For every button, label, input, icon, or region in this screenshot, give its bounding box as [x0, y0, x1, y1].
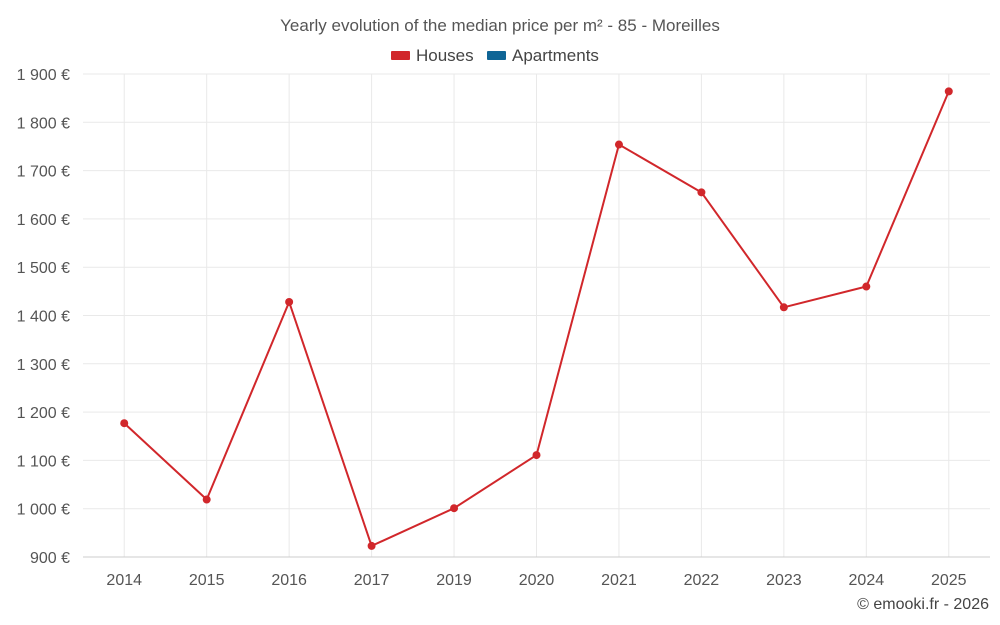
x-tick-label: 2017	[354, 572, 390, 589]
legend-swatch-apartments	[487, 51, 506, 60]
data-point-houses-2024[interactable]	[862, 282, 871, 291]
y-tick-label: 1 300 €	[17, 357, 70, 374]
y-tick-label: 1 400 €	[17, 309, 70, 326]
data-point-houses-2017[interactable]	[367, 541, 376, 550]
y-tick-label: 1 100 €	[17, 453, 70, 470]
x-tick-label: 2023	[766, 572, 802, 589]
y-tick-label: 900 €	[30, 550, 70, 567]
series-houses	[120, 87, 953, 550]
data-point-houses-2014[interactable]	[120, 419, 129, 428]
chart-title: Yearly evolution of the median price per…	[280, 16, 720, 35]
x-tick-label: 2019	[436, 572, 472, 589]
data-point-houses-2020[interactable]	[532, 451, 541, 460]
y-axis-ticks: 900 € 1 000 € 1 100 € 1 200 € 1 300 € 1 400 €…	[17, 67, 70, 567]
data-point-houses-2023[interactable]	[779, 303, 788, 312]
x-tick-label: 2016	[271, 572, 307, 589]
y-tick-label: 1 700 €	[17, 164, 70, 181]
data-point-houses-2022[interactable]	[697, 188, 706, 197]
legend[interactable]: Houses Apartments	[391, 46, 599, 65]
x-tick-label: 2022	[684, 572, 720, 589]
x-tick-label: 2025	[931, 572, 967, 589]
legend-swatch-houses	[391, 51, 410, 60]
legend-label-apartments: Apartments	[512, 46, 599, 65]
data-point-houses-2021[interactable]	[614, 140, 623, 149]
credit: © emooki.fr - 2026	[857, 596, 989, 613]
y-tick-label: 1 900 €	[17, 67, 70, 84]
data-point-houses-2016[interactable]	[285, 297, 294, 306]
legend-label-houses: Houses	[416, 46, 474, 65]
legend-item-apartments[interactable]: Apartments	[487, 46, 599, 65]
y-tick-label: 1 600 €	[17, 212, 70, 229]
x-tick-label: 2020	[519, 572, 555, 589]
data-point-houses-2025[interactable]	[944, 87, 953, 96]
legend-item-houses[interactable]: Houses	[391, 46, 474, 65]
y-tick-label: 1 500 €	[17, 260, 70, 277]
x-tick-label: 2015	[189, 572, 225, 589]
y-tick-label: 1 200 €	[17, 405, 70, 422]
x-tick-label: 2024	[849, 572, 885, 589]
data-point-houses-2019[interactable]	[450, 504, 459, 513]
x-axis-ticks: 2014 2015 2016 2017 2019 2020 2021 2022 2023 2024…	[106, 572, 966, 589]
y-tick-label: 1 800 €	[17, 115, 70, 132]
y-tick-label: 1 000 €	[17, 502, 70, 519]
x-gridlines	[123, 74, 950, 557]
x-tick-label: 2021	[601, 572, 637, 589]
data-point-houses-2015[interactable]	[202, 495, 211, 504]
x-tick-label: 2014	[106, 572, 142, 589]
